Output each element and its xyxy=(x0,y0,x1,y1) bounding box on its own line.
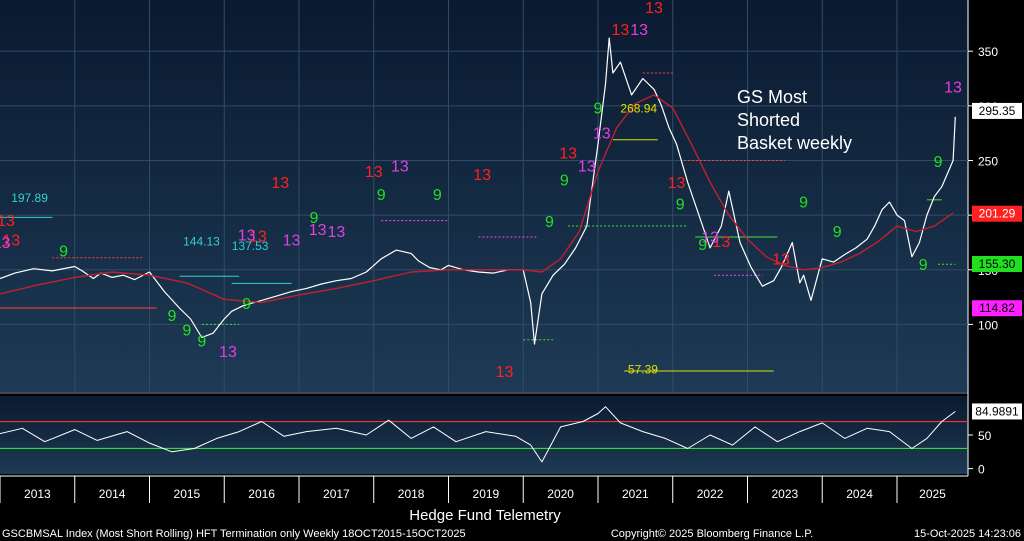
count-9-green-14: 9 xyxy=(833,224,842,241)
x-tick-label-2022: 2022 xyxy=(697,487,724,501)
footer-center: Copyright© 2025 Bloomberg Finance L.P. xyxy=(611,528,813,540)
count-13-red-8: 13 xyxy=(645,0,663,17)
x-tick-label-2023: 2023 xyxy=(772,487,799,501)
price-tag-bg-1 xyxy=(972,205,1022,222)
count-9-green-13: 9 xyxy=(799,194,808,211)
count-13-red-6: 13 xyxy=(559,145,577,162)
count-9-green-4: 9 xyxy=(242,296,251,313)
level-label-4: 57.39 xyxy=(628,363,658,377)
osc-plot-area xyxy=(0,396,968,474)
count-13-red-7: 13 xyxy=(612,22,630,39)
count-9-green-11: 9 xyxy=(676,197,685,214)
x-tick-label-2017: 2017 xyxy=(323,487,350,501)
level-label-1: 144.13 xyxy=(183,235,220,249)
y-tick-label-100: 100 xyxy=(978,318,998,332)
price-tag-label-3: 114.82 xyxy=(979,301,1015,315)
count-13-magenta-9: 13 xyxy=(701,229,719,246)
level-label-0: 197.89 xyxy=(11,191,48,205)
price-tag-bg-3 xyxy=(972,300,1022,317)
osc-price-tag-label-0: 84.9891 xyxy=(975,404,1019,418)
price-tag-label-2: 155.30 xyxy=(979,257,1016,271)
count-9-green-8: 9 xyxy=(545,214,554,231)
title-line-3: Basket weekly xyxy=(737,133,852,153)
grid xyxy=(0,0,968,392)
count-9-green-0: 9 xyxy=(59,244,68,261)
count-13-magenta-10: 13 xyxy=(944,80,962,97)
count-9-green-3: 9 xyxy=(197,333,206,350)
count-9-green-9: 9 xyxy=(560,173,569,190)
count-13-magenta-3: 13 xyxy=(309,222,327,239)
x-tick-label-2025: 2025 xyxy=(919,487,946,501)
price-tag-label-1: 201.29 xyxy=(979,207,1016,221)
osc-y-tick-label-50: 50 xyxy=(978,429,992,443)
x-tick-label-2020: 2020 xyxy=(547,487,574,501)
count-13-red-5: 13 xyxy=(473,167,491,184)
count-9-green-16: 9 xyxy=(934,154,943,171)
series-group xyxy=(0,37,956,463)
price-tag-label-0: 295.35 xyxy=(979,104,1016,118)
x-tick-label-2015: 2015 xyxy=(174,487,201,501)
count-13-red-9: 13 xyxy=(668,175,686,192)
x-tick-label-2014: 2014 xyxy=(99,487,126,501)
count-9-green-6: 9 xyxy=(377,187,386,204)
x-tick-label-2021: 2021 xyxy=(622,487,649,501)
osc-price-tag-bg-0 xyxy=(972,403,1022,420)
count-9-green-5: 9 xyxy=(309,210,318,227)
count-13-magenta-7: 13 xyxy=(593,126,611,143)
footer-left: GSCBMSAL Index (Most Short Rolling) HFT … xyxy=(2,528,466,540)
footer-right: 15-Oct-2025 14:23:06 xyxy=(914,528,1021,540)
x-tick-label-2019: 2019 xyxy=(473,487,500,501)
count-13-magenta-1: 13 xyxy=(238,227,256,244)
price-tag-bg-2 xyxy=(972,255,1022,272)
count-13-magenta-0: 13 xyxy=(0,235,10,252)
count-13-red-3: 13 xyxy=(271,175,289,192)
count-9-green-10: 9 xyxy=(594,100,603,117)
level-label-3: 268.94 xyxy=(620,101,657,115)
moving-average-line xyxy=(0,94,954,304)
count-9-green-7: 9 xyxy=(433,187,442,204)
count-13-magenta-11: 13 xyxy=(219,344,237,361)
x-tick-label-2016: 2016 xyxy=(248,487,275,501)
x-axis-label: Hedge Fund Telemetry xyxy=(409,507,561,524)
count-13-magenta-8: 13 xyxy=(630,22,648,39)
count-13-red-10: 13 xyxy=(712,234,730,251)
price-tags: 295.35 201.29 155.30 114.82 84.9891 xyxy=(972,102,1022,420)
main-plot-area xyxy=(0,0,968,392)
price-line xyxy=(0,37,956,345)
x-tick-label-2018: 2018 xyxy=(398,487,425,501)
horizontal-levels xyxy=(0,72,968,450)
y-tick-label-350: 350 xyxy=(978,45,998,59)
y-tick-label-250: 250 xyxy=(978,154,998,168)
price-tag-bg-0 xyxy=(972,102,1022,119)
osc-y-tick-label-0: 0 xyxy=(978,463,985,477)
level-label-2: 137.53 xyxy=(232,239,269,253)
count-13-magenta-4: 13 xyxy=(327,224,345,241)
chart-annotation-title: GS Most Shorted Basket weekly xyxy=(737,87,852,153)
count-13-red-1: 13 xyxy=(2,233,20,250)
oscillator-line xyxy=(0,406,956,463)
count-13-red-2: 13 xyxy=(249,228,267,245)
count-13-magenta-6: 13 xyxy=(578,158,596,175)
count-13-red-11: 13 xyxy=(772,251,790,268)
title-line-1: GS Most xyxy=(737,87,807,107)
x-tick-label-2024: 2024 xyxy=(846,487,873,501)
count-13-red-0: 13 xyxy=(0,213,15,230)
x-tick-label-2013: 2013 xyxy=(24,487,51,501)
count-9-green-12: 9 xyxy=(698,237,707,254)
count-13-red-4: 13 xyxy=(365,164,383,181)
countdown-annotations: 1313131313131313131313131313131313131313… xyxy=(0,0,962,381)
x-axis: 2013 2014 2015 2016 2017 2018 2019 2020 2021 2022… xyxy=(0,475,968,503)
count-9-green-1: 9 xyxy=(167,308,176,325)
count-9-green-2: 9 xyxy=(182,322,191,339)
count-13-red-12: 13 xyxy=(496,364,514,381)
count-13-magenta-5: 13 xyxy=(391,158,409,175)
title-line-2: Shorted xyxy=(737,110,800,130)
count-13-magenta-2: 13 xyxy=(283,233,301,250)
count-9-green-15: 9 xyxy=(919,257,928,274)
footer: GSCBMSAL Index (Most Short Rolling) HFT … xyxy=(2,528,1021,540)
